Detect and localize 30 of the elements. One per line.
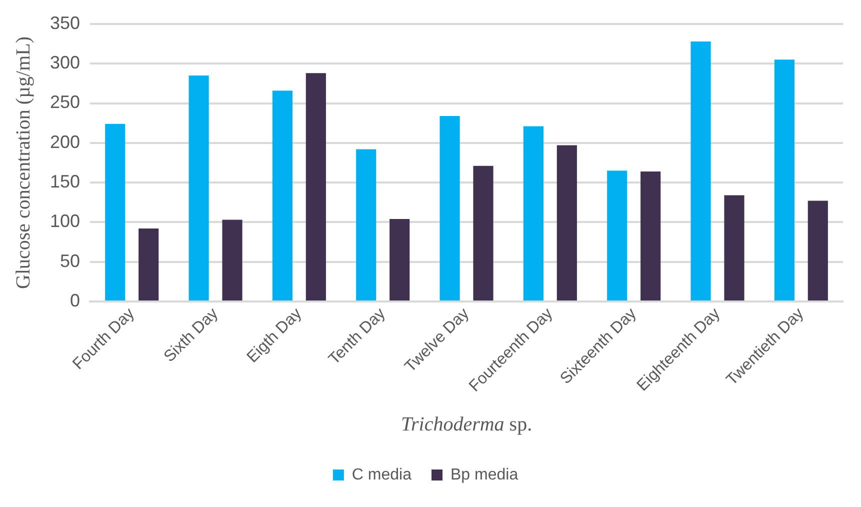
y-tick-label: 200: [50, 132, 80, 152]
bar: [556, 145, 577, 300]
y-tick-label: 50: [60, 250, 80, 271]
y-tick-label: 250: [50, 92, 80, 112]
bar: [356, 149, 376, 300]
legend-label: C media: [352, 466, 412, 484]
y-axis-title: Glucose concentration (µg/mL): [12, 36, 34, 290]
bar: [272, 90, 292, 300]
y-tick-label: 350: [50, 12, 80, 33]
x-axis-title: Trichoderma sp.: [400, 413, 532, 436]
bar: [306, 73, 326, 300]
bar: [440, 116, 460, 300]
bar: [690, 41, 711, 300]
y-tick-label: 150: [50, 172, 80, 192]
bar: [222, 220, 242, 300]
bar: [390, 219, 410, 300]
y-tick-label: 300: [50, 52, 80, 73]
bar: [473, 166, 494, 300]
y-tick-label: 100: [50, 211, 80, 232]
bar: [188, 76, 209, 300]
legend-label: Bp media: [450, 466, 518, 484]
bar: [724, 195, 744, 300]
bar: [640, 171, 661, 300]
y-tick-label: 0: [70, 290, 80, 310]
bar: [138, 228, 159, 300]
bar: [105, 124, 126, 300]
bar: [523, 126, 544, 300]
bar: [808, 200, 828, 300]
bar: [774, 60, 794, 300]
bar: [607, 170, 628, 300]
